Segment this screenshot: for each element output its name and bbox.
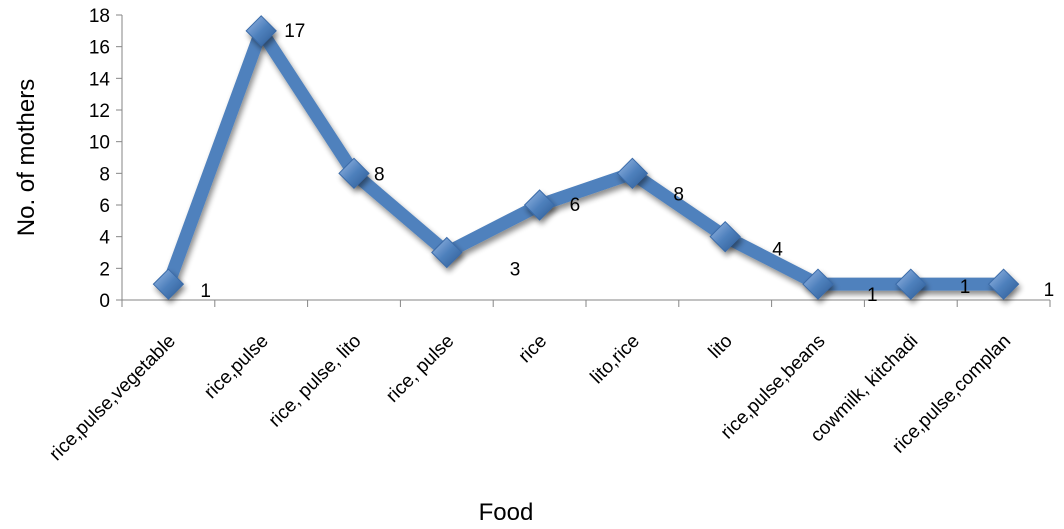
data-labels: 1 17 8 3 6 8 4 1 1 1 xyxy=(200,21,1054,306)
data-label: 1 xyxy=(1044,280,1055,301)
y-tick-label: 16 xyxy=(89,38,110,59)
y-tick-label: 8 xyxy=(99,164,110,185)
data-point xyxy=(709,220,741,253)
y-axis-ticks: 0 2 4 6 8 10 12 14 16 18 xyxy=(89,6,122,312)
x-axis-ticks xyxy=(121,300,1051,307)
data-label: 1 xyxy=(867,285,878,306)
x-category-label: rice,pulse,vegetable xyxy=(46,331,180,465)
x-category-label: rice xyxy=(515,331,552,368)
data-label: 8 xyxy=(374,164,385,185)
y-axis-title: No. of mothers xyxy=(13,79,40,236)
x-category-label: rice, pulse xyxy=(382,331,458,407)
data-label: 6 xyxy=(570,195,581,216)
data-label: 8 xyxy=(673,184,684,205)
y-tick-label: 10 xyxy=(89,133,110,154)
data-point xyxy=(802,268,834,300)
data-point xyxy=(245,15,277,47)
data-point xyxy=(616,157,649,190)
x-category-label: rice,pulse xyxy=(200,331,272,403)
y-tick-label: 6 xyxy=(99,196,110,217)
y-tick-label: 2 xyxy=(99,259,110,280)
x-axis-title: Food xyxy=(479,499,534,526)
data-label: 17 xyxy=(284,21,305,42)
data-label: 1 xyxy=(960,277,971,298)
series-markers xyxy=(152,15,1020,300)
x-category-label: lito xyxy=(705,331,737,363)
x-category-label: rice, pulse, lito xyxy=(265,331,366,432)
series-line xyxy=(161,24,1011,291)
x-category-label: lito,rice xyxy=(587,331,644,388)
data-point xyxy=(431,236,463,269)
data-point xyxy=(152,268,185,300)
data-label: 3 xyxy=(510,260,521,281)
data-point xyxy=(987,268,1020,300)
y-tick-label: 4 xyxy=(99,228,110,249)
y-tick-label: 14 xyxy=(89,69,111,90)
data-label: 4 xyxy=(772,240,783,261)
data-label: 1 xyxy=(200,281,211,302)
data-point xyxy=(895,268,927,300)
y-tick-label: 12 xyxy=(89,101,110,122)
y-tick-label: 0 xyxy=(99,291,110,312)
y-tick-label: 18 xyxy=(89,6,110,27)
data-point xyxy=(523,189,556,221)
data-point xyxy=(338,157,370,190)
